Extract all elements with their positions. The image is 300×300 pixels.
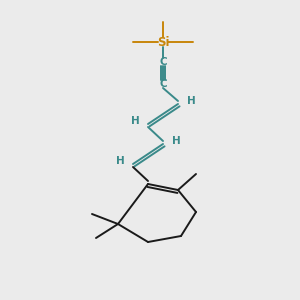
Text: H: H	[172, 136, 180, 146]
Text: C: C	[159, 57, 167, 67]
Text: H: H	[130, 116, 140, 126]
Text: H: H	[187, 96, 195, 106]
Text: H: H	[116, 156, 124, 166]
Text: C: C	[159, 79, 167, 89]
Text: Si: Si	[157, 35, 169, 49]
